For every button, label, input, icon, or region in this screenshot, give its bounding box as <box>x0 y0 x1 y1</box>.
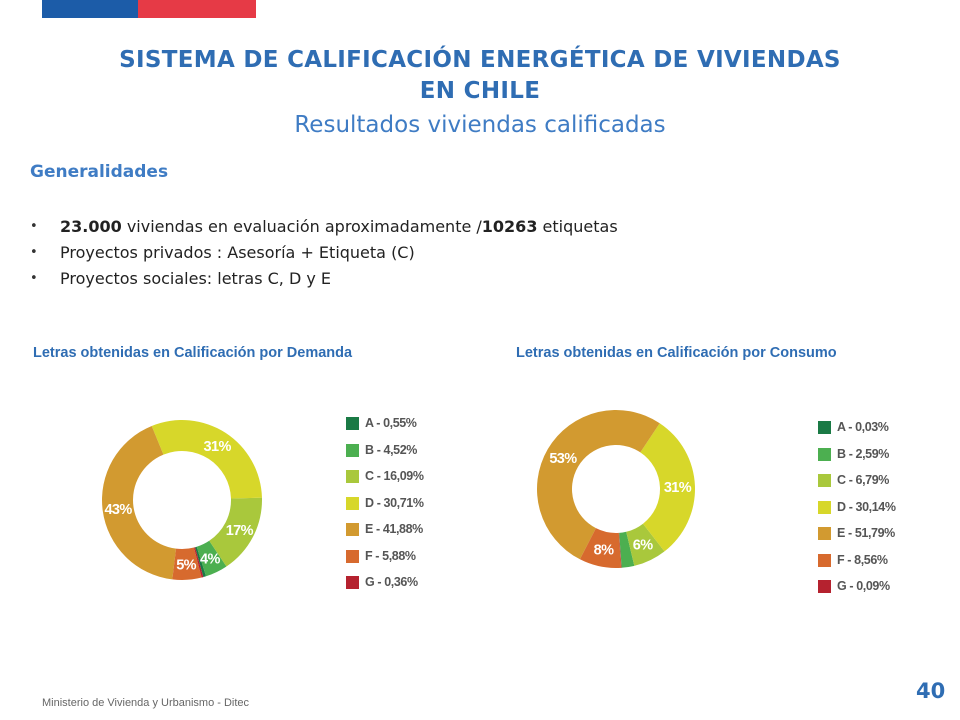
title-line-2: EN CHILE <box>419 78 541 104</box>
legend-label: G - 0,36% <box>365 575 418 589</box>
page-title: SISTEMA DE CALIFICACIÓN ENERGÉTICA DE VI… <box>30 45 930 107</box>
section-heading: Generalidades <box>30 162 169 182</box>
bullet-item: 23.000 viviendas en evaluación aproximad… <box>30 214 618 240</box>
legend-label: F - 8,56% <box>837 552 888 567</box>
donut-slice-b <box>196 540 227 577</box>
legend-label: C - 16,09% <box>365 469 424 483</box>
legend-swatch <box>818 527 831 540</box>
legend-swatch <box>346 523 359 536</box>
legend-swatch <box>818 500 831 514</box>
slice-label-e: 43% <box>104 502 132 518</box>
legend-label: E - 41,88% <box>365 522 423 536</box>
legend-swatch <box>818 553 831 567</box>
bullet-item: Proyectos sociales: letras C, D y E <box>30 266 618 292</box>
donut-slice-g <box>194 547 204 578</box>
slice-label-d: 31% <box>204 439 232 455</box>
legend-swatch <box>818 447 831 461</box>
legend-label: G - 0,09% <box>837 579 890 593</box>
bullet-list: 23.000 viviendas en evaluación aproximad… <box>30 214 618 292</box>
legend-swatch <box>818 580 831 593</box>
page-subtitle: Resultados viviendas calificadas <box>294 112 666 138</box>
legend-swatch <box>346 576 359 589</box>
donut-slice-b <box>619 531 635 568</box>
legend-label: D - 30,71% <box>365 495 424 510</box>
bullet-bold-labels: 10263 <box>481 217 538 236</box>
slice-label-f: 5% <box>176 558 196 574</box>
donut-chart-consumo: 6% 31% 53% 8% <box>537 410 695 568</box>
legend-label: E - 51,79% <box>837 526 895 540</box>
legend-label: A - 0,55% <box>365 416 417 430</box>
bullet-item: Proyectos privados : Asesoría + Etiqueta… <box>30 240 618 266</box>
donut-slice-f <box>579 528 622 568</box>
donut-slice-e <box>101 425 177 580</box>
slice-label-c: 6% <box>633 538 653 554</box>
donut-slice-f <box>172 547 202 580</box>
donut-slice-g <box>618 532 622 568</box>
legend-swatch <box>346 417 359 430</box>
slice-label-f: 8% <box>594 542 614 558</box>
legend-swatch <box>346 443 359 457</box>
bullet-text: etiquetas <box>537 217 618 236</box>
legend-label: F - 5,88% <box>365 548 416 563</box>
page-number: 40 <box>916 679 946 703</box>
donut-slice-d <box>151 420 262 499</box>
chart-title-consumo: Letras obtenidas en Calificación por Con… <box>516 345 837 361</box>
donut-slice-d <box>640 423 695 552</box>
slice-label-c: 17% <box>226 523 254 539</box>
donut-slice-a <box>195 546 207 578</box>
slice-label-e: 53% <box>549 451 577 467</box>
legend-label: A - 0,03% <box>837 420 889 434</box>
title-line-1: SISTEMA DE CALIFICACIÓN ENERGÉTICA DE VI… <box>119 47 841 73</box>
legend-swatch <box>346 470 359 483</box>
legend-label: C - 6,79% <box>837 473 889 487</box>
donut-slice-c <box>626 523 665 566</box>
legend-swatch <box>346 549 359 563</box>
footer-text: Ministerio de Vivienda y Urbanismo - Dit… <box>42 697 250 709</box>
donut-slice-c <box>209 497 262 567</box>
slice-label-b: 4% <box>200 551 220 567</box>
legend-swatch <box>818 421 831 434</box>
bullet-bold-count: 23.000 <box>60 217 122 236</box>
flag-stripe-blue <box>42 0 138 18</box>
donut-chart-demanda: 4% 17% 31% 43% 5% <box>101 420 262 580</box>
donut-slice-a <box>619 532 622 568</box>
chart-title-demanda: Letras obtenidas en Calificación por Dem… <box>33 345 353 361</box>
slice-label-d: 31% <box>664 480 692 496</box>
legend-swatch <box>818 474 831 487</box>
flag-stripe-red <box>138 0 256 18</box>
bullet-text: viviendas en evaluación aproximadamente … <box>121 217 482 236</box>
legend-swatch <box>346 496 359 510</box>
legend-label: B - 2,59% <box>837 446 889 461</box>
donut-slice-e <box>537 410 660 560</box>
legend-label: D - 30,14% <box>837 499 896 514</box>
legend-label: B - 4,52% <box>365 442 417 457</box>
